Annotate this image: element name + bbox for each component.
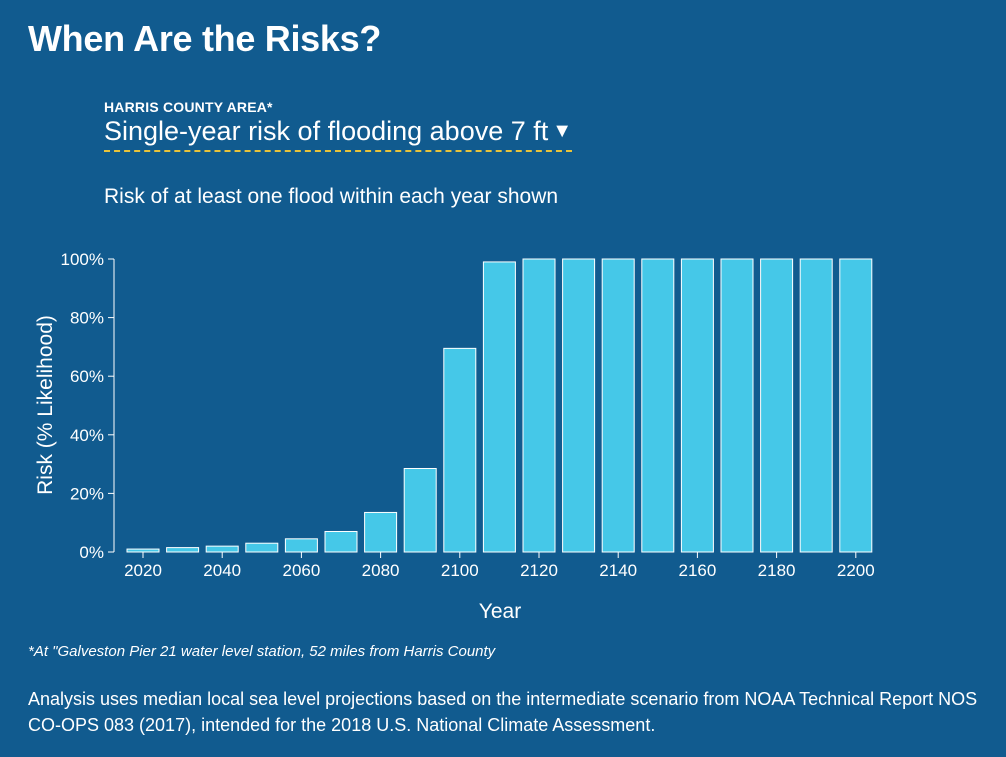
bar-2110[interactable] bbox=[482, 261, 516, 553]
caret-down-icon: ▼ bbox=[552, 120, 573, 142]
bar-2200[interactable] bbox=[839, 258, 873, 553]
bar-2050[interactable] bbox=[245, 542, 279, 553]
x-tick-label: 2060 bbox=[282, 561, 320, 580]
bar-2190[interactable] bbox=[799, 258, 833, 553]
x-axis: 2020 2040 2060 2080 2100 2120 2140 2160 2180 2200 bbox=[124, 552, 875, 580]
bar-2090[interactable] bbox=[403, 467, 437, 553]
bar-2070[interactable] bbox=[324, 530, 358, 553]
bar-2030[interactable] bbox=[166, 547, 200, 553]
bar-2080[interactable] bbox=[364, 511, 398, 553]
bar-2060[interactable] bbox=[284, 538, 318, 553]
chart-subtitle: Risk of at least one flood within each y… bbox=[104, 185, 559, 208]
bar-2130[interactable] bbox=[562, 258, 596, 553]
bar-2120[interactable] bbox=[522, 258, 556, 553]
y-tick-label: 80% bbox=[70, 309, 104, 328]
dropdown-selected-value: Single-year risk of flooding above 7 ft bbox=[104, 116, 549, 146]
x-axis-title: Year bbox=[479, 600, 521, 623]
x-tick-label: 2140 bbox=[599, 561, 637, 580]
footnote: *At "Galveston Pier 21 water level stati… bbox=[28, 643, 496, 660]
risk-bar-chart: 0%20%40%60%80%100% 2020 2040 2060 2080 2100 2… bbox=[34, 250, 875, 623]
x-tick-label: 2100 bbox=[441, 561, 479, 580]
bar-2040[interactable] bbox=[205, 545, 239, 553]
bar-2140[interactable] bbox=[601, 258, 635, 553]
y-axis: 0% 20% 40% 60% 80% 100% bbox=[61, 250, 115, 562]
bar-2180[interactable] bbox=[760, 258, 794, 553]
x-tick-label: 2160 bbox=[678, 561, 716, 580]
y-tick-label: 0% bbox=[79, 543, 104, 562]
bar-2170[interactable] bbox=[720, 258, 754, 553]
flood-threshold-dropdown[interactable]: Single-year risk of flooding above 7 ft ▼ bbox=[104, 116, 573, 152]
y-tick-label: 20% bbox=[70, 484, 104, 503]
x-tick-label: 2040 bbox=[203, 561, 241, 580]
area-label: HARRIS COUNTY AREA* bbox=[104, 99, 273, 115]
x-tick-label: 2080 bbox=[362, 561, 400, 580]
analysis-note: Analysis uses median local sea level pro… bbox=[28, 689, 978, 735]
x-tick-label: 2180 bbox=[758, 561, 796, 580]
x-tick-label: 2200 bbox=[837, 561, 875, 580]
y-tick-label: 100% bbox=[61, 250, 104, 269]
x-tick-label: 2020 bbox=[124, 561, 162, 580]
y-tick-label: 40% bbox=[70, 426, 104, 445]
bar-2100[interactable] bbox=[443, 347, 477, 553]
page-title: When Are the Risks? bbox=[28, 18, 382, 59]
bar-2160[interactable] bbox=[680, 258, 714, 553]
bar-2020[interactable] bbox=[126, 548, 160, 553]
y-axis-title: Risk (% Likelihood) bbox=[34, 315, 57, 495]
bar-2150[interactable] bbox=[641, 258, 675, 553]
y-tick-label: 60% bbox=[70, 367, 104, 386]
x-tick-label: 2120 bbox=[520, 561, 558, 580]
bars bbox=[126, 258, 873, 553]
